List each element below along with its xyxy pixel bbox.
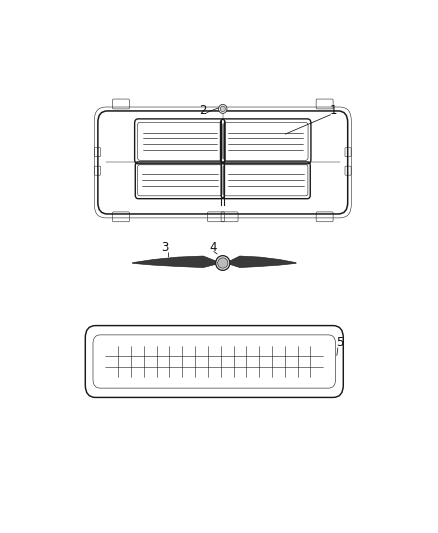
Polygon shape [132, 256, 215, 268]
Text: 4: 4 [210, 240, 217, 254]
Ellipse shape [215, 256, 230, 270]
Ellipse shape [219, 104, 227, 114]
Text: 3: 3 [161, 240, 169, 254]
Text: 1: 1 [329, 104, 337, 117]
Ellipse shape [220, 106, 225, 111]
Polygon shape [230, 256, 296, 268]
Ellipse shape [218, 258, 228, 268]
Text: 2: 2 [199, 104, 206, 117]
Text: 5: 5 [336, 336, 343, 349]
